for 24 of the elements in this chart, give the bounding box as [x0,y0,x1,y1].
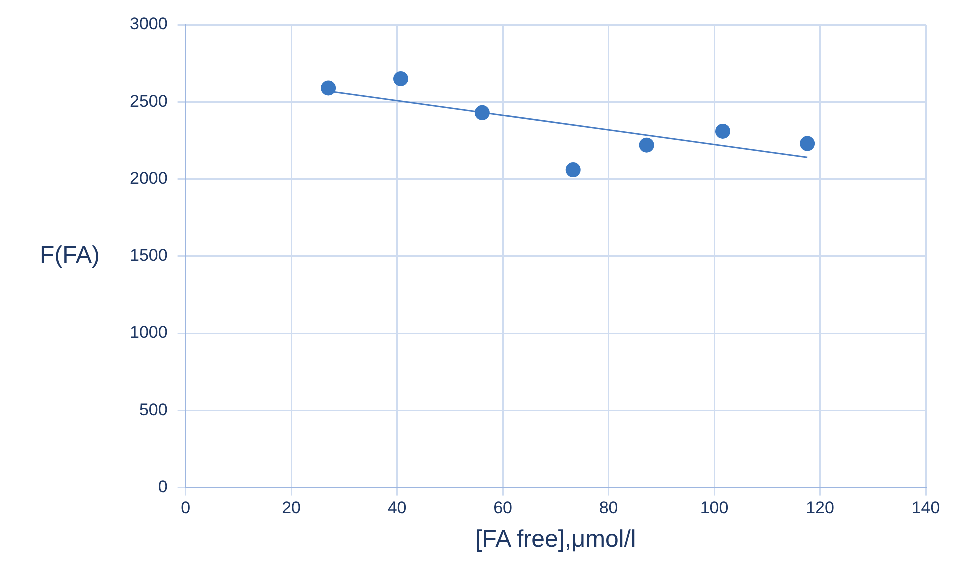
point [321,80,336,96]
x-tick-label: 60 [494,498,512,518]
point [566,162,581,178]
y-tick-label: 2000 [130,168,168,188]
y-axis-title: F(FA) [40,242,100,270]
point [474,105,490,120]
point [394,71,408,86]
x-tick-label: 0 [181,498,191,518]
y-tick-label: 3000 [130,14,168,34]
y-tick-label: 0 [158,477,168,496]
y-tick-label: 1000 [130,323,168,342]
x-tick-label: 20 [282,498,302,518]
point [715,124,730,139]
point [639,138,654,153]
x-tick-label: 100 [700,498,729,518]
x-axis-title: [FA free],μmol/l [476,526,636,554]
x-tick-label: 120 [806,498,834,518]
x-tick-label: 140 [912,498,940,518]
y-tick-label: 2500 [130,92,168,111]
point [800,136,816,152]
y-tick-label: 500 [139,400,168,420]
y-tick-label: 1500 [130,246,168,266]
x-tick-label: 40 [388,498,407,518]
x-tick-label: 80 [599,498,618,518]
